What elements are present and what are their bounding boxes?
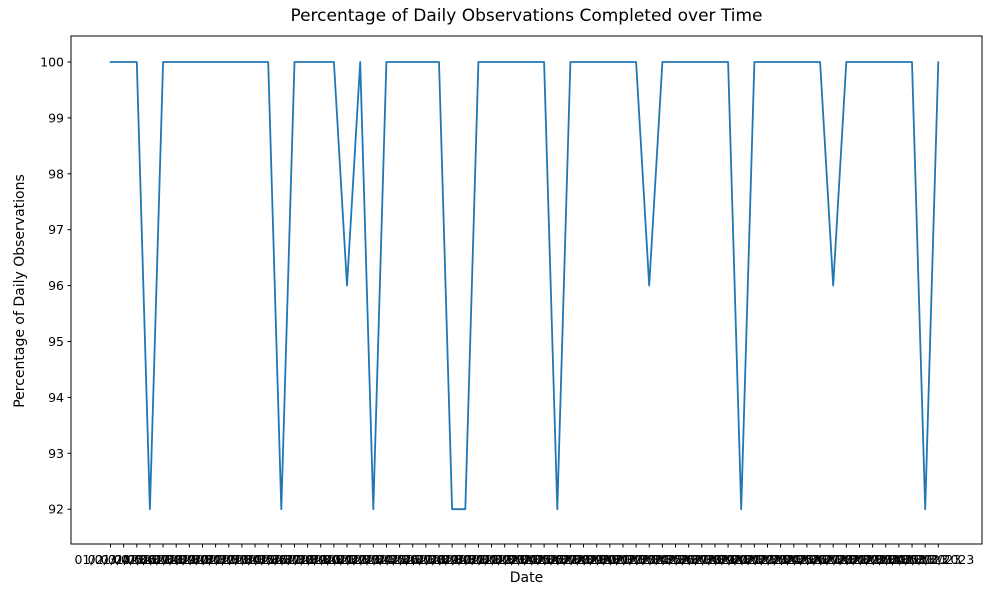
x-tick-label: 03/01/2023 [101,552,173,567]
x-tick-label: 17/01/2023 [285,552,357,567]
chart-title: Percentage of Daily Observations Complet… [290,6,763,26]
x-tick-label: 10/01/2023 [193,552,265,567]
x-tick-label: 23/01/2023 [364,552,436,567]
x-tick-label: 20/02/2023 [731,552,803,567]
y-tick-label: 99 [48,110,64,125]
x-tick-label: 04/01/2023 [114,552,186,567]
x-tick-label: 16/01/2023 [272,552,344,567]
x-tick-label: 13/02/2023 [639,552,711,567]
x-tick-label: 14/02/2023 [653,552,725,567]
x-tick-label: 05/02/2023 [534,552,606,567]
y-tick-label: 98 [48,166,64,181]
x-tick-label: 11/01/2023 [206,552,278,567]
x-tick-label: 23/02/2023 [771,552,843,567]
y-tick-label: 93 [48,446,64,461]
x-tick-label: 15/01/2023 [258,552,330,567]
x-tick-label: 06/01/2023 [140,552,212,567]
y-tick-label: 94 [48,390,64,405]
x-tick-label: 01/01/2023 [74,552,146,567]
x-tick-label: 24/02/2023 [784,552,856,567]
x-tick-label: 24/01/2023 [377,552,449,567]
x-tick-label: 16/02/2023 [679,552,751,567]
x-tick-label: 07/02/2023 [561,552,633,567]
x-tick-label: 06/02/2023 [548,552,620,567]
x-tick-label: 21/01/2023 [337,552,409,567]
y-tick-label: 96 [48,278,64,293]
x-tick-label: 19/01/2023 [311,552,383,567]
y-tick-label: 100 [40,55,64,70]
x-tick-label: 21/02/2023 [745,552,817,567]
y-tick-label: 95 [48,334,64,349]
x-tick-label: 02/03/2023 [863,552,935,567]
x-tick-label: 08/02/2023 [574,552,646,567]
x-tick-label: 11/02/2023 [613,552,685,567]
x-tick-label: 13/01/2023 [232,552,304,567]
x-tick-label: 05/03/2023 [902,552,974,567]
x-tick-label: 20/01/2023 [324,552,396,567]
x-axis-label: Date [509,570,544,586]
x-tick-label: 27/02/2023 [823,552,895,567]
x-tick-label: 09/02/2023 [587,552,659,567]
x-tick-label: 25/02/2023 [797,552,869,567]
x-tick-label: 30/01/2023 [456,552,528,567]
x-tick-label: 12/01/2023 [219,552,291,567]
x-tick-label: 28/01/2023 [429,552,501,567]
plot-border [70,35,983,545]
y-tick-label: 97 [48,222,64,237]
x-tick-label: 01/03/2023 [850,552,922,567]
x-tick-label: 09/01/2023 [180,552,252,567]
x-tick-label: 05/01/2023 [127,552,199,567]
x-tick-label: 18/01/2023 [298,552,370,567]
x-tick-label: 14/01/2023 [245,552,317,567]
x-tick-label: 19/02/2023 [718,552,790,567]
x-tick-label: 04/03/2023 [889,552,961,567]
x-tick-label: 02/02/2023 [495,552,567,567]
x-tick-label: 07/01/2023 [153,552,225,567]
x-tick-label: 04/02/2023 [521,552,593,567]
x-tick-label: 02/01/2023 [88,552,160,567]
x-tick-label: 01/02/2023 [482,552,554,567]
x-tick-label: 25/01/2023 [390,552,462,567]
x-tick-label: 26/01/2023 [403,552,475,567]
x-tick-label: 18/02/2023 [705,552,777,567]
y-tick-label: 92 [48,502,64,517]
x-tick-label: 28/02/2023 [837,552,909,567]
x-tick-label: 31/01/2023 [469,552,541,567]
x-tick-label: 12/02/2023 [626,552,698,567]
x-tick-label: 27/01/2023 [416,552,488,567]
x-tick-label: 29/01/2023 [442,552,514,567]
x-tick-label: 03/03/2023 [876,552,948,567]
x-tick-label: 10/02/2023 [600,552,672,567]
x-tick-label: 22/02/2023 [758,552,830,567]
x-tick-label: 08/01/2023 [166,552,238,567]
x-tick-label: 26/02/2023 [810,552,882,567]
x-tick-label: 22/01/2023 [350,552,422,567]
x-tick-label: 15/02/2023 [666,552,738,567]
x-tick-label: 03/02/2023 [508,552,580,567]
y-axis-label: Percentage of Daily Observations [12,174,28,408]
data-line [109,61,940,511]
x-tick-label: 17/02/2023 [692,552,764,567]
